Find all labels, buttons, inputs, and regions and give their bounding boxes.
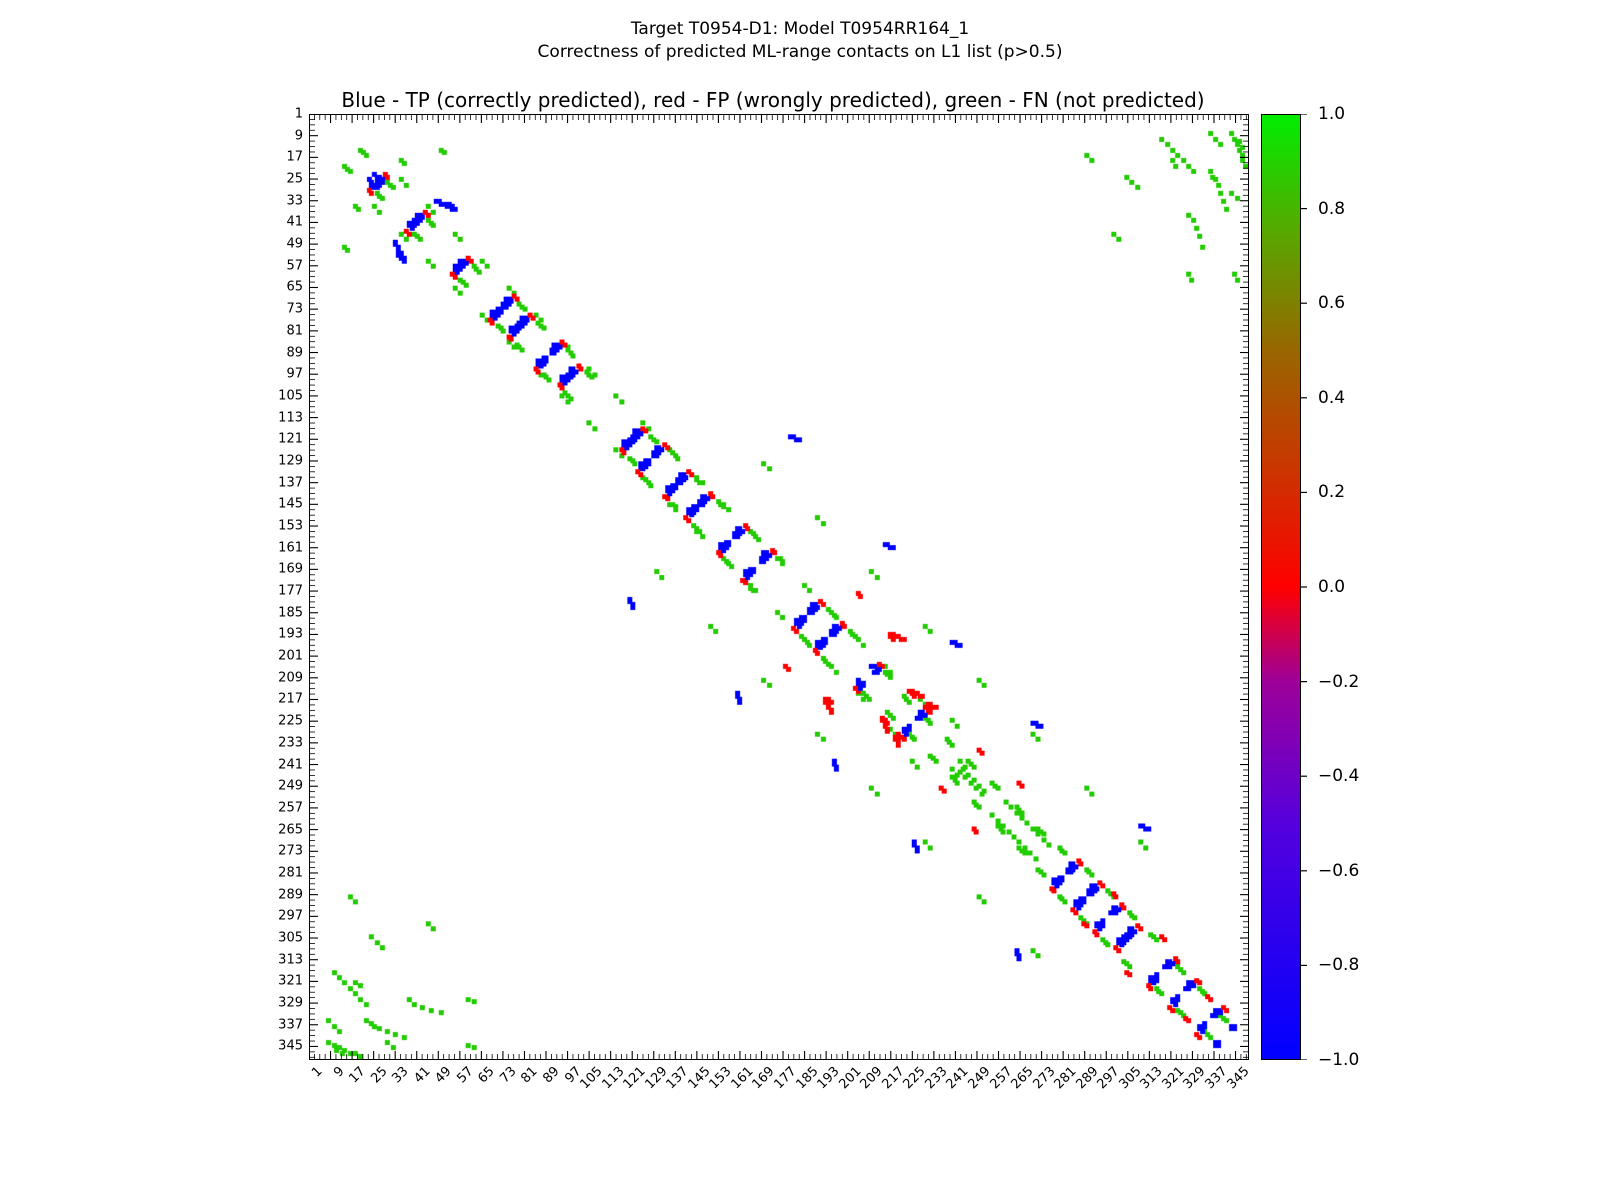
- colorbar-tick-label: −1.0: [1318, 1050, 1360, 1070]
- colorbar-tick-labels: 1.0 0.8 0.6 0.4 0.2 0.0 −0.2 −0.4 −0.6 −0.8 −1.0: [1310, 104, 1390, 1070]
- x-axis-tick-label: 33: [389, 1064, 412, 1087]
- x-axis-tick-label: 65: [475, 1064, 498, 1087]
- x-axis-tick-label: 17: [346, 1064, 369, 1087]
- y-axis-tick-label: 201: [278, 648, 303, 664]
- y-axis-tick-label: 89: [286, 345, 303, 361]
- x-axis-tick-label: 345: [1223, 1064, 1253, 1093]
- x-axis-tick-label: 25: [367, 1064, 391, 1087]
- y-axis-tick-label: 273: [278, 843, 303, 859]
- contact-map-canvas: [310, 115, 1248, 1059]
- y-axis-tick-label: 305: [278, 930, 303, 946]
- y-axis-tick-label: 161: [278, 540, 303, 556]
- x-axis-minor-ticks-bottom: [309, 1051, 1249, 1060]
- title-description: Correctness of predicted ML-range contac…: [537, 41, 1063, 62]
- x-axis-tick-label: 57: [454, 1064, 477, 1087]
- y-axis-tick-label: 337: [278, 1017, 303, 1033]
- colorbar-tick-label: 0.2: [1318, 482, 1346, 503]
- y-axis-tick-labels: 1 9 17 25 33 41 49 57 65 73 81 89 97 105 113 121 129 137 1…: [255, 107, 303, 1060]
- y-axis-tick-label: 177: [278, 583, 303, 599]
- colorbar-tick-label: −0.4: [1318, 766, 1360, 787]
- y-axis-tick-label: 57: [286, 258, 303, 274]
- y-axis-tick-label: 65: [286, 279, 303, 295]
- y-axis-tick-label: 169: [278, 561, 303, 577]
- y-axis-minor-ticks-left: [309, 114, 318, 1060]
- y-axis-tick-label: 297: [278, 908, 303, 924]
- y-axis-tick-label: 41: [286, 214, 303, 230]
- y-axis-tick-label: 289: [278, 887, 303, 903]
- colorbar-tick-label: −0.6: [1318, 860, 1360, 881]
- y-axis-tick-label: 137: [278, 475, 303, 491]
- y-axis-tick-label: 9: [294, 128, 303, 144]
- x-axis-tick-labels: 1 9 17 25 33 41 49 57 65 73 81 89 97 105 113 121 129 137 1…: [309, 1064, 1253, 1144]
- y-axis-tick-label: 73: [286, 301, 303, 317]
- y-axis-tick-label: 209: [278, 670, 303, 686]
- colorbar-tick-label: 0.4: [1318, 387, 1346, 408]
- y-axis-tick-label: 81: [286, 323, 303, 339]
- y-axis-tick-label: 345: [278, 1038, 303, 1054]
- x-axis-tick-label: 73: [497, 1064, 520, 1087]
- y-axis-tick-label: 97: [286, 366, 303, 382]
- y-axis-tick-label: 193: [278, 626, 303, 642]
- y-axis-tick-label: 225: [278, 713, 303, 729]
- x-axis-minor-ticks-top: [309, 114, 1249, 123]
- legend-subtitle: Blue - TP (correctly predicted), red - F…: [341, 88, 1205, 112]
- colorbar-tick-label: 0.6: [1318, 293, 1346, 314]
- y-axis-tick-label: 121: [278, 431, 303, 447]
- contact-map-plot-area: [309, 114, 1249, 1060]
- x-axis-tick-label: 9: [330, 1064, 348, 1081]
- colorbar-tick-label: −0.8: [1318, 955, 1360, 976]
- y-axis-tick-label: 185: [278, 605, 303, 621]
- colorbar-tick-label: −0.2: [1318, 671, 1360, 692]
- x-axis-tick-label: 81: [518, 1064, 542, 1087]
- y-axis-tick-label: 113: [278, 410, 303, 426]
- y-axis-tick-label: 249: [278, 778, 303, 794]
- y-axis-tick-label: 17: [286, 149, 303, 165]
- y-axis-tick-label: 153: [278, 518, 303, 534]
- y-axis-tick-label: 313: [278, 952, 303, 968]
- y-axis-tick-label: 265: [278, 822, 303, 838]
- x-axis-tick-label: 41: [411, 1064, 434, 1087]
- y-axis-tick-label: 1: [294, 106, 303, 122]
- y-axis-tick-label: 49: [286, 236, 303, 252]
- x-axis-tick-label: 89: [540, 1064, 563, 1087]
- y-axis-tick-label: 329: [278, 995, 303, 1011]
- y-axis-tick-label: 257: [278, 800, 303, 816]
- y-axis-tick-label: 241: [278, 757, 303, 773]
- y-axis-tick-label: 145: [278, 496, 303, 512]
- y-axis-tick-label: 129: [278, 453, 303, 469]
- y-axis-minor-ticks-right: [1240, 114, 1249, 1060]
- y-axis-tick-label: 233: [278, 735, 303, 751]
- colorbar-ticks: [1301, 113, 1311, 1061]
- figure-title: Target T0954-D1: Model T0954RR164_1 Corr…: [0, 18, 1600, 64]
- y-axis-tick-label: 105: [278, 388, 303, 404]
- x-axis-tick-label: 1: [309, 1064, 326, 1081]
- y-axis-tick-label: 217: [278, 691, 303, 707]
- colorbar-tick-label: 1.0: [1318, 104, 1346, 124]
- colorbar: [1261, 114, 1301, 1060]
- y-axis-tick-label: 25: [286, 171, 303, 187]
- colorbar-gradient: [1261, 114, 1301, 1060]
- colorbar-tick-label: 0.0: [1318, 577, 1346, 597]
- y-axis-tick-label: 321: [278, 973, 303, 989]
- y-axis-tick-label: 281: [278, 865, 303, 881]
- x-axis-tick-label: 49: [432, 1064, 455, 1087]
- title-target-model: Target T0954-D1: Model T0954RR164_1: [630, 19, 970, 39]
- colorbar-tick-label: 0.8: [1318, 198, 1346, 219]
- y-axis-tick-label: 33: [286, 193, 303, 209]
